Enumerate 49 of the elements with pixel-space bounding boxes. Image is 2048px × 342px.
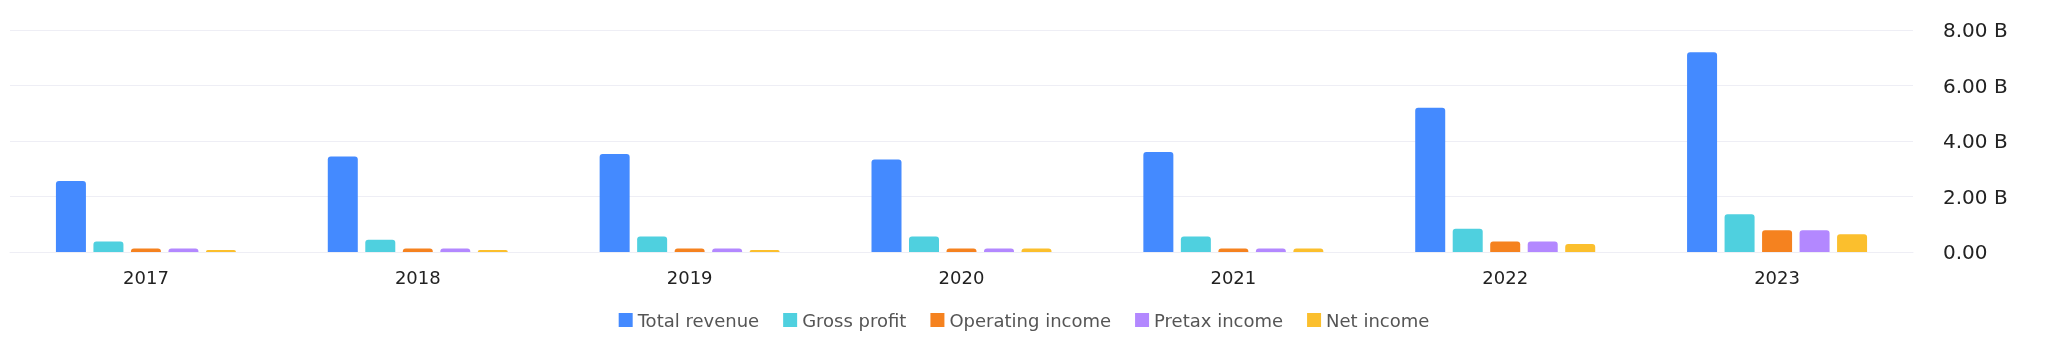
x-tick-label: 2019 <box>666 266 713 288</box>
bar <box>365 239 396 252</box>
bar <box>168 248 199 252</box>
bar <box>637 236 668 252</box>
bar <box>55 180 86 252</box>
x-tick-label: 2022 <box>1482 266 1529 288</box>
x-tick-label: 2021 <box>1210 266 1257 288</box>
bar <box>1255 248 1286 252</box>
bar <box>909 236 939 252</box>
x-tick-label: 2017 <box>123 266 169 288</box>
bar <box>1837 234 1868 252</box>
bar <box>599 154 630 252</box>
bar <box>1490 241 1521 252</box>
y-tick-label: 2.00 B <box>1943 184 2008 209</box>
bar <box>1143 152 1174 252</box>
x-tick-label: 2018 <box>394 266 441 288</box>
bar <box>327 156 358 252</box>
bar <box>871 159 902 252</box>
bar <box>712 248 743 252</box>
bar <box>1687 52 1718 252</box>
bar <box>1293 248 1324 252</box>
y-tick-label: 8.00 B <box>1943 18 2008 42</box>
bar <box>984 248 1014 252</box>
bar <box>1218 248 1249 252</box>
legend-label: Operating income <box>949 309 1112 331</box>
bar <box>1565 243 1596 252</box>
bar <box>440 248 471 252</box>
bar <box>1415 107 1446 252</box>
bar <box>1452 228 1483 252</box>
bar <box>1527 241 1558 252</box>
bar <box>93 241 124 252</box>
legend-label: Total revenue <box>636 309 760 331</box>
bar <box>674 248 705 252</box>
bar <box>946 248 977 252</box>
x-tick-label: 2023 <box>1754 266 1800 288</box>
x-tick-label: 2020 <box>938 266 985 288</box>
bar <box>1762 230 1793 252</box>
y-tick-label: 4.00 B <box>1943 129 2008 153</box>
legend-label: Pretax income <box>1154 309 1284 331</box>
bar <box>1799 230 1830 252</box>
bar <box>1021 248 1052 252</box>
bar <box>1180 236 1211 252</box>
y-tick-label: 0.00 <box>1943 240 1988 264</box>
legend-label: Gross profit <box>802 309 907 331</box>
bar <box>402 248 433 252</box>
bar <box>130 248 161 252</box>
legend-label: Net income <box>1326 309 1430 331</box>
bar <box>1724 214 1755 252</box>
y-tick-label: 6.00 B <box>1943 73 2008 98</box>
